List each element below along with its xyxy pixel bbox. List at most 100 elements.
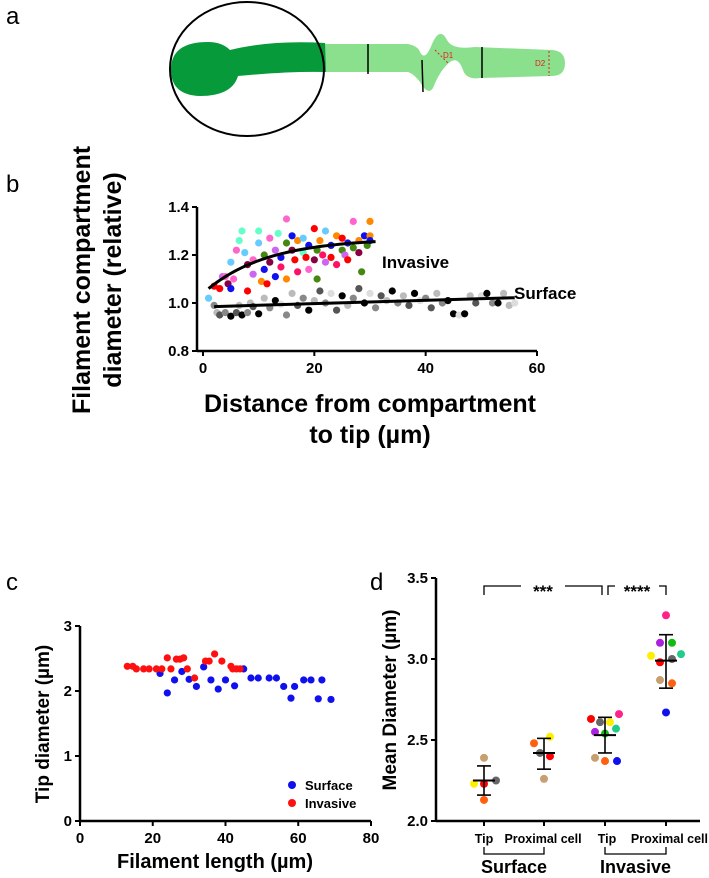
- invasive-point: [294, 268, 302, 276]
- significance-bracket: [607, 585, 667, 595]
- x-tick-label: 20: [306, 360, 323, 377]
- invasive-point: [282, 239, 291, 247]
- surface-point: [338, 292, 346, 300]
- invasive-point: [291, 256, 299, 264]
- surface-point: [291, 682, 299, 691]
- surface-point: [178, 667, 186, 676]
- invasive-point: [230, 275, 238, 283]
- y-tick-label: 2: [64, 683, 72, 700]
- data-point: [656, 676, 664, 685]
- invasive-fit-curve: [207, 240, 376, 290]
- surface-point: [247, 674, 255, 682]
- invasive-point: [333, 261, 341, 269]
- invasive-point: [236, 665, 244, 673]
- invasive-point: [349, 217, 357, 225]
- invasive-point: [344, 256, 352, 264]
- invasive-point: [316, 237, 324, 245]
- invasive-point: [190, 674, 199, 682]
- x-tick-label: 20: [144, 830, 161, 847]
- surface-point: [318, 676, 326, 684]
- data-point: [587, 714, 595, 723]
- data-point: [540, 774, 548, 783]
- invasive-annotation: Invasive: [382, 253, 449, 272]
- invasive-point: [271, 246, 279, 254]
- invasive-point: [255, 227, 263, 235]
- invasive-point: [321, 227, 330, 235]
- invasive-point: [274, 229, 282, 237]
- chart-b: 0.8 1.0 1.2 1.4 0 20 40 60 Invasive Surface Filame…: [68, 145, 576, 449]
- surface-point: [272, 674, 281, 682]
- surface-point: [170, 676, 179, 684]
- data-point: [656, 658, 664, 667]
- dark-hypha: [170, 42, 326, 96]
- invasive-point: [338, 234, 346, 242]
- surface-point: [433, 289, 441, 297]
- invasive-point: [152, 665, 160, 673]
- group-label: Invasive: [600, 857, 671, 877]
- chart-d: 2.0 2.5 3.0 3.5 Tip Proximal cell Tip Proximal …: [380, 570, 708, 877]
- surface-annotation: Surface: [514, 284, 576, 303]
- surface-point: [327, 289, 335, 297]
- light-hypha: [322, 33, 565, 91]
- data-point: [656, 638, 664, 647]
- surface-point: [282, 311, 291, 319]
- panel-label-d: d: [370, 569, 383, 596]
- y-axis-title: Mean Diameter (µm): [380, 610, 401, 791]
- d1-line: [434, 49, 450, 65]
- d1-label: D1: [443, 51, 454, 60]
- invasive-point: [163, 654, 171, 662]
- surface-point: [455, 311, 463, 319]
- surface-point: [271, 297, 279, 305]
- surface-point: [472, 299, 480, 307]
- data-point: [668, 655, 676, 663]
- invasive-point: [243, 287, 252, 295]
- surface-point: [366, 289, 374, 297]
- invasive-point: [263, 280, 271, 288]
- surface-point: [327, 695, 335, 704]
- x-tick-label: 80: [363, 830, 380, 847]
- invasive-point: [249, 270, 257, 278]
- surface-point: [333, 306, 341, 314]
- data-point: [613, 757, 621, 766]
- compartment-circle: [169, 1, 325, 137]
- legend-marker-surface: [288, 781, 296, 789]
- invasive-point: [299, 234, 307, 242]
- panel-label-c: c: [6, 569, 18, 596]
- invasive-point: [260, 265, 268, 273]
- data-point: [662, 611, 670, 620]
- category-label: Tip: [475, 832, 494, 846]
- invasive-point: [327, 253, 335, 261]
- category-label: Tip: [598, 832, 617, 846]
- surface-point: [216, 311, 224, 319]
- surface-point: [494, 299, 502, 307]
- data-point: [615, 710, 623, 719]
- invasive-point: [183, 665, 191, 673]
- surface-point: [314, 695, 322, 703]
- invasive-point: [305, 265, 313, 273]
- surface-point: [483, 289, 491, 297]
- category-label: Proximal cell: [504, 832, 581, 846]
- invasive-point: [167, 665, 175, 673]
- invasive-point: [123, 662, 131, 670]
- group-label: Surface: [481, 857, 547, 877]
- surface-point: [427, 304, 435, 312]
- surface-point: [230, 682, 239, 690]
- y-tick-label: 1: [64, 748, 72, 765]
- x-tick-label: 0: [76, 830, 84, 847]
- y-tick-label: 3.5: [407, 570, 428, 587]
- invasive-point: [355, 249, 363, 257]
- invasive-point: [277, 263, 285, 271]
- surface-point: [371, 304, 380, 312]
- invasive-point: [255, 239, 263, 247]
- data-point: [662, 708, 670, 717]
- surface-point: [307, 676, 315, 684]
- invasive-point: [310, 225, 318, 233]
- data-point: [677, 650, 685, 659]
- x-axis-title-line: to tip (µm): [309, 421, 430, 449]
- significance-bracket: [483, 585, 603, 595]
- surface-point: [185, 675, 193, 683]
- surface-point: [287, 694, 295, 702]
- data-point: [591, 753, 599, 762]
- surface-point: [300, 676, 308, 684]
- legend-label-surface: Surface: [305, 778, 353, 793]
